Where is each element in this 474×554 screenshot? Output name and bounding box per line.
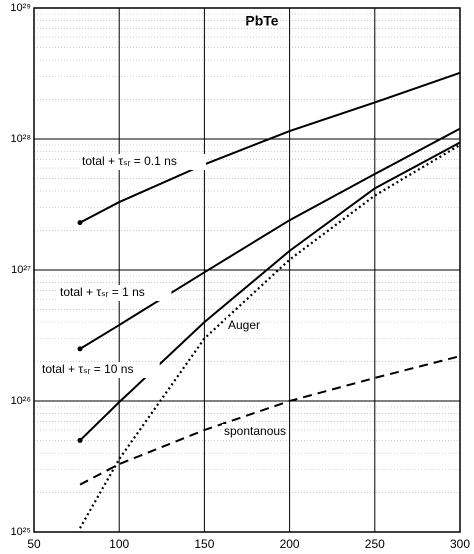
series-line: [79, 141, 461, 442]
x-tick-label: 200: [280, 537, 300, 551]
series-label: total + τₛᵣ = 0.1 ns: [82, 154, 177, 168]
y-tick-label: 10²⁸: [10, 133, 31, 145]
marker: [77, 346, 83, 352]
marker: [77, 437, 83, 443]
x-tick-label: 300: [450, 537, 470, 551]
series-line: [79, 144, 461, 529]
y-tick-label: 10²⁷: [11, 264, 31, 276]
label-bg: [80, 154, 206, 170]
label-bg: [222, 424, 285, 440]
series-line: [79, 71, 461, 224]
y-tick-label: 10²⁹: [10, 2, 31, 14]
y-tick-label: 10²⁵: [11, 526, 31, 538]
plot-frame: [33, 7, 461, 533]
series-line: [79, 355, 461, 486]
y-tick-label: 10²⁶: [11, 395, 31, 407]
x-tick-label: 250: [365, 537, 385, 551]
series-label: Auger: [228, 318, 260, 332]
marker: [77, 220, 83, 226]
x-tick-label: 100: [109, 537, 129, 551]
label-bg: [58, 285, 172, 301]
series-label: total + τₛᵣ = 1 ns: [60, 285, 145, 299]
x-tick-label: 150: [194, 537, 214, 551]
label-bg: [226, 318, 258, 334]
series-label: spontanous: [224, 424, 286, 438]
series-label: total + τₛᵣ = 10 ns: [42, 362, 133, 376]
x-tick-label: 50: [27, 537, 41, 551]
label-bg: [40, 362, 160, 378]
series-line: [79, 127, 461, 350]
